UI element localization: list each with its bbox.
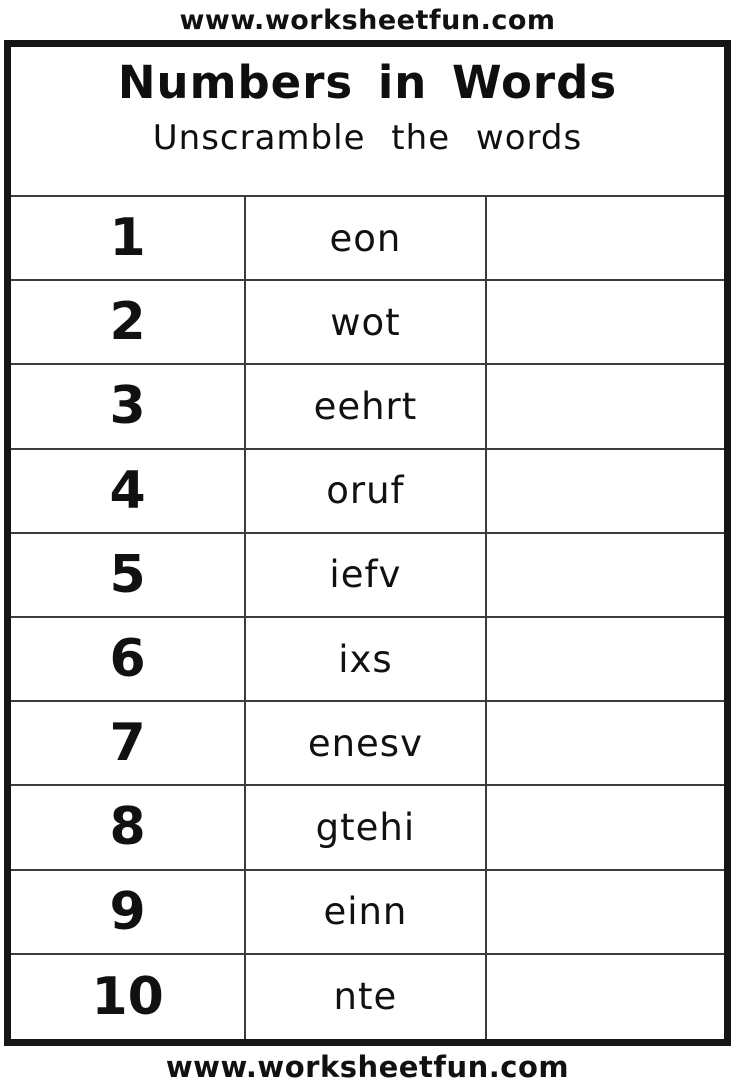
scrambled-word-cell: nte [246, 954, 487, 1039]
answer-cell[interactable] [486, 871, 724, 955]
scrambled-word-cell: iefv [246, 533, 487, 618]
answer-cell[interactable] [486, 534, 724, 618]
number-cell: 3 [11, 365, 247, 450]
scrambled-word-cell: oruf [246, 449, 487, 534]
number-cell: 10 [11, 954, 247, 1039]
number-cell: 7 [11, 702, 247, 787]
answer-cell[interactable] [486, 618, 724, 703]
answer-cell[interactable] [486, 702, 724, 787]
scrambled-word-cell: eehrt [246, 365, 487, 450]
scrambled-word-cell: einn [246, 870, 487, 955]
number-cell: 8 [11, 786, 247, 871]
worksheet-subtitle: Unscramble the words [152, 117, 583, 158]
answer-cell[interactable] [486, 281, 724, 366]
answer-cell[interactable] [486, 365, 724, 450]
scrambled-word-cell: ixs [246, 617, 487, 703]
number-cell: 2 [11, 281, 247, 366]
number-cell: 6 [11, 617, 247, 703]
number-cell: 1 [11, 197, 247, 282]
number-cell: 5 [11, 533, 247, 618]
answer-cell[interactable] [486, 786, 724, 871]
scrambled-word-cell: enesv [246, 702, 487, 787]
top-site-url: www.worksheetfun.com [179, 5, 556, 36]
number-cell: 4 [11, 449, 247, 534]
answer-cell[interactable] [486, 197, 724, 282]
worksheet-frame: Numbers in Words Unscramble the words 1 … [4, 40, 731, 1046]
answer-cell[interactable] [486, 450, 724, 534]
bottom-site-url: www.worksheetfun.com [165, 1050, 570, 1084]
scrambled-word-cell: eon [246, 197, 487, 282]
scrambled-word-cell: wot [246, 281, 487, 366]
scrambled-word-cell: gtehi [246, 786, 487, 871]
number-cell: 9 [11, 870, 247, 955]
answer-cell[interactable] [487, 955, 724, 1039]
worksheet-title: Numbers in Words [117, 56, 618, 109]
unscramble-table: 1 eon 2 wot 3 eehrt 4 oruf 5 iefv 6 ixs [11, 197, 724, 1039]
worksheet-header: Numbers in Words Unscramble the words [11, 47, 724, 197]
